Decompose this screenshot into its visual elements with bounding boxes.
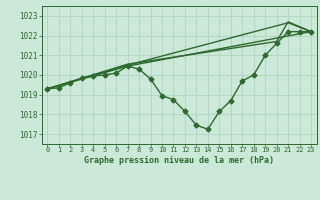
X-axis label: Graphe pression niveau de la mer (hPa): Graphe pression niveau de la mer (hPa): [84, 156, 274, 165]
